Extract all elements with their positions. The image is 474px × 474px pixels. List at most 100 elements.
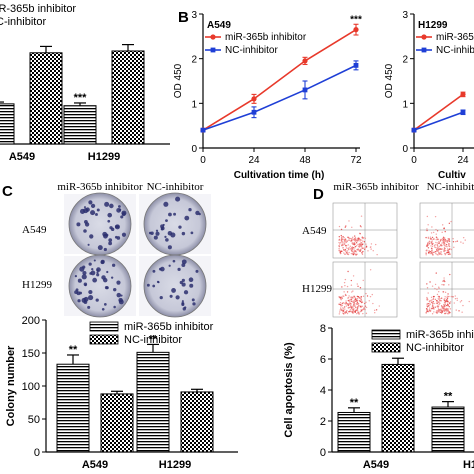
x-tick-label: 24 (457, 155, 469, 166)
event (444, 280, 446, 283)
event (446, 241, 449, 243)
event (433, 238, 435, 240)
event (442, 280, 444, 282)
colony (160, 224, 165, 229)
event (350, 240, 352, 242)
event (372, 302, 374, 305)
colony (102, 277, 108, 283)
chart-title: A549 (207, 20, 231, 31)
colony (178, 225, 182, 229)
event (432, 306, 435, 309)
event (362, 312, 364, 315)
event (448, 239, 450, 241)
event (355, 306, 357, 308)
event (360, 245, 362, 248)
legend-label: miR-365b inhibitor (225, 32, 307, 43)
colony (110, 227, 115, 232)
flow-plot-h1299-inhibitor (332, 261, 398, 318)
event (363, 248, 366, 250)
event (376, 253, 378, 256)
event (443, 310, 446, 313)
event (343, 236, 345, 239)
event (428, 307, 431, 309)
event (343, 242, 346, 244)
event (351, 237, 353, 240)
event (339, 250, 341, 252)
panel-a-plot: A549 *** H1299 (0, 43, 170, 163)
event (344, 303, 347, 305)
event (352, 305, 354, 308)
legend-label: NC-inhibitor (406, 342, 464, 354)
colony (81, 274, 87, 280)
event (350, 296, 352, 298)
event (455, 240, 457, 243)
event (346, 291, 349, 293)
event (456, 240, 459, 242)
series-line (413, 93, 464, 131)
data-point (251, 96, 257, 102)
event (428, 250, 430, 252)
event (439, 240, 442, 242)
event (431, 241, 433, 243)
colony (95, 298, 99, 302)
x-tick-label: 0 (411, 155, 417, 166)
event (448, 295, 450, 298)
y-tick-label: 0 (402, 144, 408, 155)
event (435, 272, 437, 274)
event (439, 299, 442, 302)
y-tick-label: 50 (28, 414, 40, 426)
x-tick-label: H1 (463, 459, 474, 471)
event (359, 287, 362, 289)
y-tick-label: 2 (191, 55, 197, 66)
event (431, 250, 433, 252)
bar (0, 103, 15, 145)
event (448, 245, 451, 248)
event (426, 215, 429, 218)
event (426, 303, 428, 306)
colony (90, 203, 96, 209)
event (440, 297, 443, 299)
event (435, 233, 437, 235)
event (341, 304, 344, 307)
colony (175, 196, 181, 202)
colony (88, 200, 93, 205)
y-tick-label: 1 (402, 99, 408, 110)
event (356, 295, 359, 298)
event (356, 238, 358, 240)
event (447, 239, 449, 241)
event (357, 243, 359, 246)
event (347, 304, 349, 307)
event (446, 246, 448, 248)
series-line (202, 28, 357, 131)
significance-mark: ** (149, 333, 158, 345)
panel-d-row-label-2: H1299 (302, 283, 332, 295)
colony (87, 305, 91, 309)
significance-mark: ** (69, 344, 78, 356)
event (434, 283, 437, 286)
event (342, 308, 345, 310)
event (426, 306, 429, 308)
event (447, 251, 449, 253)
event (338, 235, 341, 238)
event (445, 300, 448, 302)
event (346, 303, 348, 305)
event (438, 298, 440, 301)
legend-marker (210, 47, 216, 53)
colony (89, 234, 94, 239)
event (440, 248, 442, 250)
colony (88, 295, 94, 301)
event (364, 302, 366, 305)
event (346, 285, 349, 288)
event (342, 310, 344, 312)
event (341, 241, 343, 243)
event (438, 286, 440, 288)
y-tick-label: 200 (22, 315, 40, 327)
colony (152, 284, 156, 288)
colony (104, 201, 110, 207)
colony (188, 277, 194, 283)
event (462, 236, 465, 239)
event (443, 301, 446, 303)
event (443, 227, 445, 229)
colony (88, 262, 92, 266)
